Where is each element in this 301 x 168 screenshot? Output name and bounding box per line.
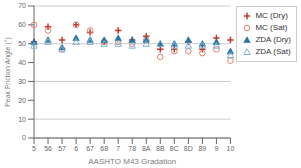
- html-text:ZDA (Sat): ZDA (Sat): [255, 47, 291, 56]
- svg-text:9: 9: [214, 145, 218, 152]
- svg-text:8D: 8D: [184, 145, 193, 152]
- svg-text:20: 20: [18, 97, 26, 104]
- svg-text:89: 89: [198, 145, 206, 152]
- svg-text:8C: 8C: [170, 145, 179, 152]
- svg-text:5: 5: [32, 145, 36, 152]
- svg-text:70: 70: [18, 2, 26, 9]
- html-text:MC (Dry): MC (Dry): [255, 11, 288, 20]
- svg-text:8A: 8A: [142, 145, 151, 152]
- svg-text:8B: 8B: [156, 145, 165, 152]
- svg-text:50: 50: [18, 40, 26, 47]
- html-text:ZDA (Dry): ZDA (Dry): [255, 35, 291, 44]
- svg-text:57: 57: [58, 145, 66, 152]
- svg-text:6: 6: [74, 145, 78, 152]
- svg-text:56: 56: [44, 145, 52, 152]
- svg-text:7: 7: [116, 145, 120, 152]
- svg-text:40: 40: [18, 59, 26, 66]
- svg-text:78: 78: [128, 145, 136, 152]
- svg-text:68: 68: [100, 145, 108, 152]
- svg-text:67: 67: [86, 145, 94, 152]
- html-text:MC (Sat): MC (Sat): [255, 23, 288, 32]
- svg-text:0: 0: [22, 134, 26, 141]
- svg-text:10: 10: [227, 145, 235, 152]
- svg-text:10: 10: [18, 116, 26, 123]
- svg-text:60: 60: [18, 21, 26, 28]
- svg-text:30: 30: [18, 78, 26, 85]
- svg-text:AASHTO M43 Gradation: AASHTO M43 Gradation: [88, 157, 176, 166]
- svg-text:Peak Friction Angle (°): Peak Friction Angle (°): [8, 37, 12, 107]
